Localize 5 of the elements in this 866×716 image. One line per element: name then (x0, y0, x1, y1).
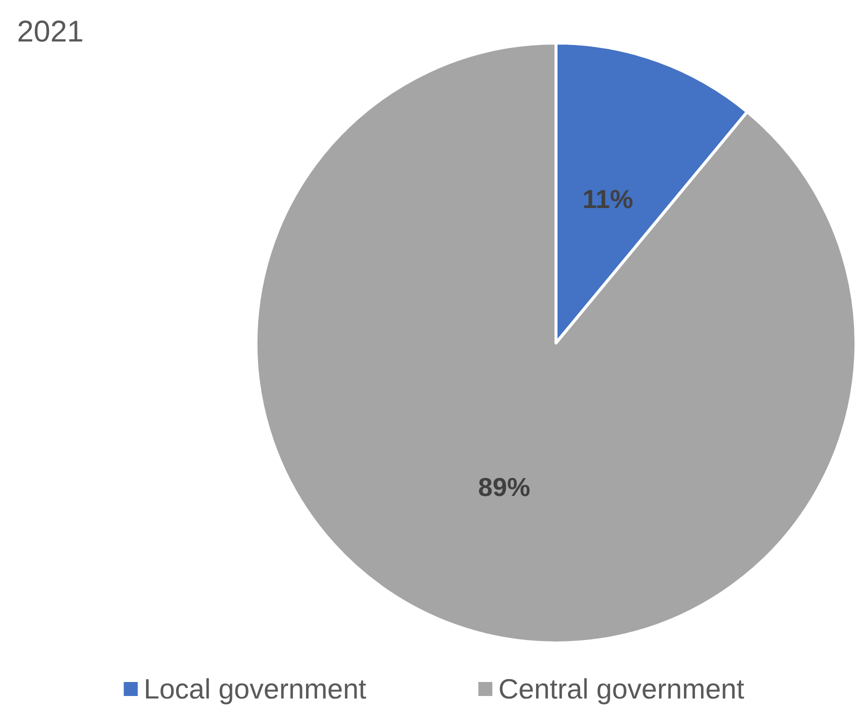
legend-label: Central government (498, 674, 744, 704)
data-label: 11% (582, 184, 634, 214)
data-label: 89% (478, 472, 530, 502)
chart-title: 2021 (17, 16, 84, 48)
legend-label: Local government (144, 674, 367, 704)
